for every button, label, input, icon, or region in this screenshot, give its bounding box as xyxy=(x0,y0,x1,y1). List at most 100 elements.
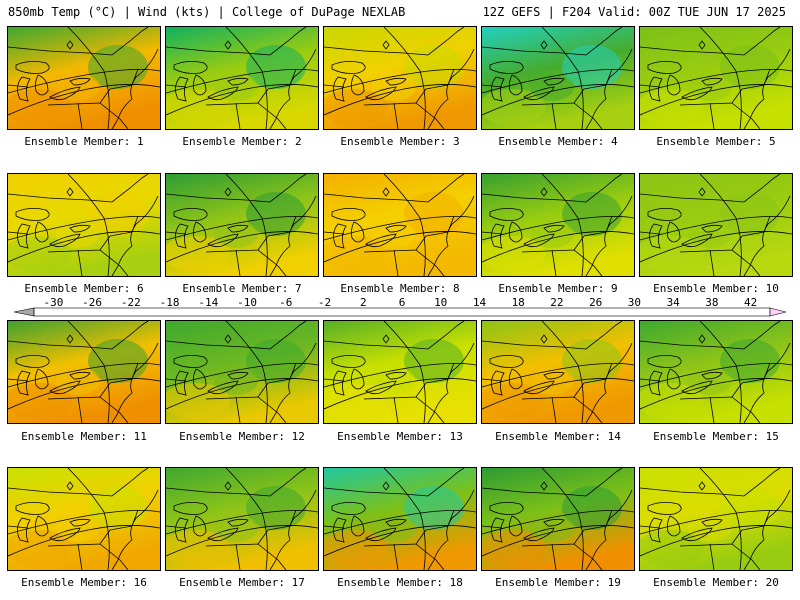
map-boundaries xyxy=(640,174,792,276)
temperature-colorbar: -30 -26 -22 -18 -14 -10 -6 -2 2 6 10 14 18 22 26 30 34 38… xyxy=(13,296,787,317)
ensemble-map-panel xyxy=(7,173,161,277)
station-marker-icon xyxy=(698,40,706,50)
colorbar-right-arrow-icon xyxy=(769,307,787,317)
station-marker-icon xyxy=(698,334,706,344)
ensemble-member-label: Ensemble Member: 12 xyxy=(179,430,305,443)
colorbar-tick-label: -2 xyxy=(318,296,331,309)
ensemble-member-label: Ensemble Member: 15 xyxy=(653,430,779,443)
ensemble-member-label: Ensemble Member: 8 xyxy=(340,282,460,295)
ensemble-map-panel xyxy=(165,320,319,424)
map-boundaries xyxy=(8,174,160,276)
station-marker-icon xyxy=(540,40,548,50)
ensemble-map-panel xyxy=(165,26,319,130)
station-marker-icon xyxy=(66,481,74,491)
map-boundaries xyxy=(324,174,476,276)
ensemble-member-label: Ensemble Member: 5 xyxy=(656,135,776,148)
map-boundaries xyxy=(482,27,634,129)
station-marker-icon xyxy=(224,481,232,491)
ensemble-map-panel xyxy=(639,26,793,130)
map-boundaries xyxy=(8,468,160,570)
colorbar-tick-label: -26 xyxy=(82,296,102,309)
ensemble-member-label: Ensemble Member: 17 xyxy=(179,576,305,589)
station-marker-icon xyxy=(66,187,74,197)
map-boundaries xyxy=(324,27,476,129)
station-marker-icon xyxy=(382,187,390,197)
ensemble-member-label: Ensemble Member: 3 xyxy=(340,135,460,148)
station-marker-icon xyxy=(540,187,548,197)
map-boundaries xyxy=(166,27,318,129)
map-boundaries xyxy=(166,174,318,276)
colorbar-tick-label: 10 xyxy=(434,296,447,309)
station-marker-icon xyxy=(382,481,390,491)
colorbar-tick-label: -30 xyxy=(43,296,63,309)
station-marker-icon xyxy=(66,334,74,344)
map-boundaries xyxy=(482,321,634,423)
ensemble-member-label: Ensemble Member: 16 xyxy=(21,576,147,589)
station-marker-icon xyxy=(224,334,232,344)
map-boundaries xyxy=(482,468,634,570)
map-boundaries xyxy=(640,321,792,423)
ensemble-member-label: Ensemble Member: 6 xyxy=(24,282,144,295)
ensemble-map-panel xyxy=(7,26,161,130)
map-boundaries xyxy=(166,468,318,570)
station-marker-icon xyxy=(698,481,706,491)
ensemble-map-panel xyxy=(481,173,635,277)
ensemble-member-label: Ensemble Member: 20 xyxy=(653,576,779,589)
colorbar-tick-label: 26 xyxy=(589,296,602,309)
colorbar-tick-label: -22 xyxy=(121,296,141,309)
map-boundaries xyxy=(324,468,476,570)
colorbar-tick-label: -14 xyxy=(198,296,218,309)
colorbar-tick-label: 6 xyxy=(399,296,406,309)
ensemble-member-label: Ensemble Member: 10 xyxy=(653,282,779,295)
ensemble-map-panel xyxy=(481,26,635,130)
colorbar-tick-label: 22 xyxy=(550,296,563,309)
colorbar-tick-label: -18 xyxy=(160,296,180,309)
ensemble-member-label: Ensemble Member: 18 xyxy=(337,576,463,589)
ensemble-map-panel xyxy=(639,320,793,424)
map-boundaries xyxy=(482,174,634,276)
ensemble-map-panel xyxy=(7,467,161,571)
station-marker-icon xyxy=(540,481,548,491)
map-boundaries xyxy=(166,321,318,423)
map-boundaries xyxy=(640,27,792,129)
ensemble-map-panel xyxy=(639,173,793,277)
ensemble-map-panel xyxy=(165,173,319,277)
map-boundaries xyxy=(8,321,160,423)
ensemble-map-panel xyxy=(323,26,477,130)
ensemble-member-label: Ensemble Member: 2 xyxy=(182,135,302,148)
ensemble-map-panel xyxy=(481,467,635,571)
station-marker-icon xyxy=(540,334,548,344)
colorbar-tick-label: 30 xyxy=(628,296,641,309)
station-marker-icon xyxy=(382,334,390,344)
ensemble-member-label: Ensemble Member: 7 xyxy=(182,282,302,295)
colorbar-tick-label: -6 xyxy=(279,296,292,309)
station-marker-icon xyxy=(224,187,232,197)
colorbar-tick-label: 2 xyxy=(360,296,367,309)
ensemble-map-panel xyxy=(323,173,477,277)
ensemble-member-label: Ensemble Member: 13 xyxy=(337,430,463,443)
colorbar-tick-label: 14 xyxy=(473,296,487,309)
station-marker-icon xyxy=(224,40,232,50)
map-boundaries xyxy=(324,321,476,423)
colorbar-tick-label: 34 xyxy=(667,296,681,309)
product-title: 850mb Temp (°C) | Wind (kts) | College o… xyxy=(8,5,406,19)
colorbar-tick-label: 42 xyxy=(744,296,757,309)
colorbar-left-arrow-icon xyxy=(13,307,35,317)
colorbar-tick-label: -10 xyxy=(237,296,257,309)
ensemble-map-panel xyxy=(165,467,319,571)
ensemble-member-label: Ensemble Member: 19 xyxy=(495,576,621,589)
run-valid-time: 12Z GEFS | F204 Valid: 00Z TUE JUN 17 20… xyxy=(482,5,786,19)
ensemble-map-panel xyxy=(639,467,793,571)
ensemble-member-label: Ensemble Member: 9 xyxy=(498,282,618,295)
ensemble-map-panel xyxy=(7,320,161,424)
station-marker-icon xyxy=(66,40,74,50)
colorbar-tick-label: 18 xyxy=(512,296,525,309)
map-boundaries xyxy=(8,27,160,129)
colorbar-tick-label: 38 xyxy=(705,296,718,309)
ensemble-member-label: Ensemble Member: 1 xyxy=(24,135,144,148)
ensemble-member-label: Ensemble Member: 14 xyxy=(495,430,621,443)
station-marker-icon xyxy=(382,40,390,50)
ensemble-member-label: Ensemble Member: 11 xyxy=(21,430,147,443)
ensemble-member-label: Ensemble Member: 4 xyxy=(498,135,618,148)
map-boundaries xyxy=(640,468,792,570)
